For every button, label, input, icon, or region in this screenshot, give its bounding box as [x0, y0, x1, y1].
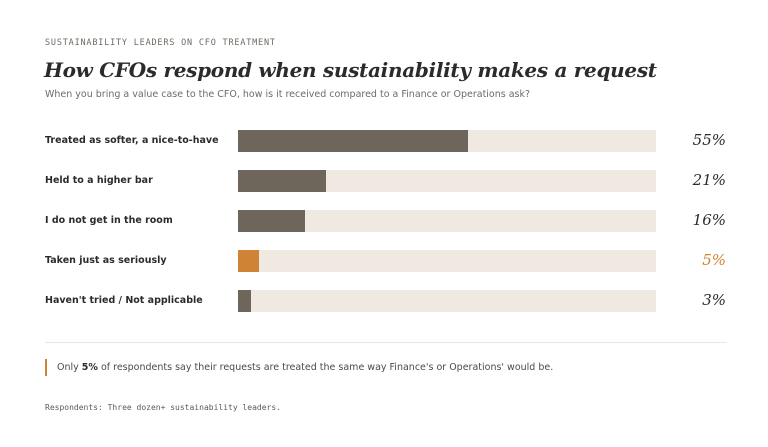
callout-highlight: 5% — [81, 362, 98, 373]
category-label: Held to a higher bar — [45, 175, 153, 186]
value-label: 16% — [692, 211, 726, 229]
bar — [238, 250, 259, 272]
bar — [238, 130, 468, 152]
footnote: Respondents: Three dozen+ sustainability… — [45, 403, 282, 412]
category-label: Treated as softer, a nice-to-have — [45, 135, 219, 146]
value-label: 5% — [702, 251, 726, 269]
value-label: 21% — [692, 171, 726, 189]
bar — [238, 290, 251, 312]
divider — [45, 342, 727, 343]
value-label: 3% — [702, 291, 726, 309]
value-label: 55% — [692, 131, 726, 149]
callout-suffix: of respondents say their requests are tr… — [97, 362, 554, 373]
bar-track — [238, 210, 656, 232]
callout-prefix: Only — [57, 362, 82, 373]
bar-track — [238, 130, 656, 152]
bar-track — [238, 250, 656, 272]
bar-track — [238, 170, 656, 192]
eyebrow-label: SUSTAINABILITY LEADERS ON CFO TREATMENT — [45, 38, 276, 48]
category-label: Taken just as seriously — [45, 255, 167, 266]
callout: Only 5% of respondents say their request… — [45, 359, 553, 376]
chart-title: How CFOs respond when sustainability mak… — [44, 58, 657, 82]
category-label: Haven't tried / Not applicable — [45, 295, 203, 306]
chart-subtitle: When you bring a value case to the CFO, … — [45, 89, 531, 100]
category-label: I do not get in the room — [45, 215, 173, 226]
bar — [238, 210, 305, 232]
bar — [238, 170, 326, 192]
bar-track — [238, 290, 656, 312]
